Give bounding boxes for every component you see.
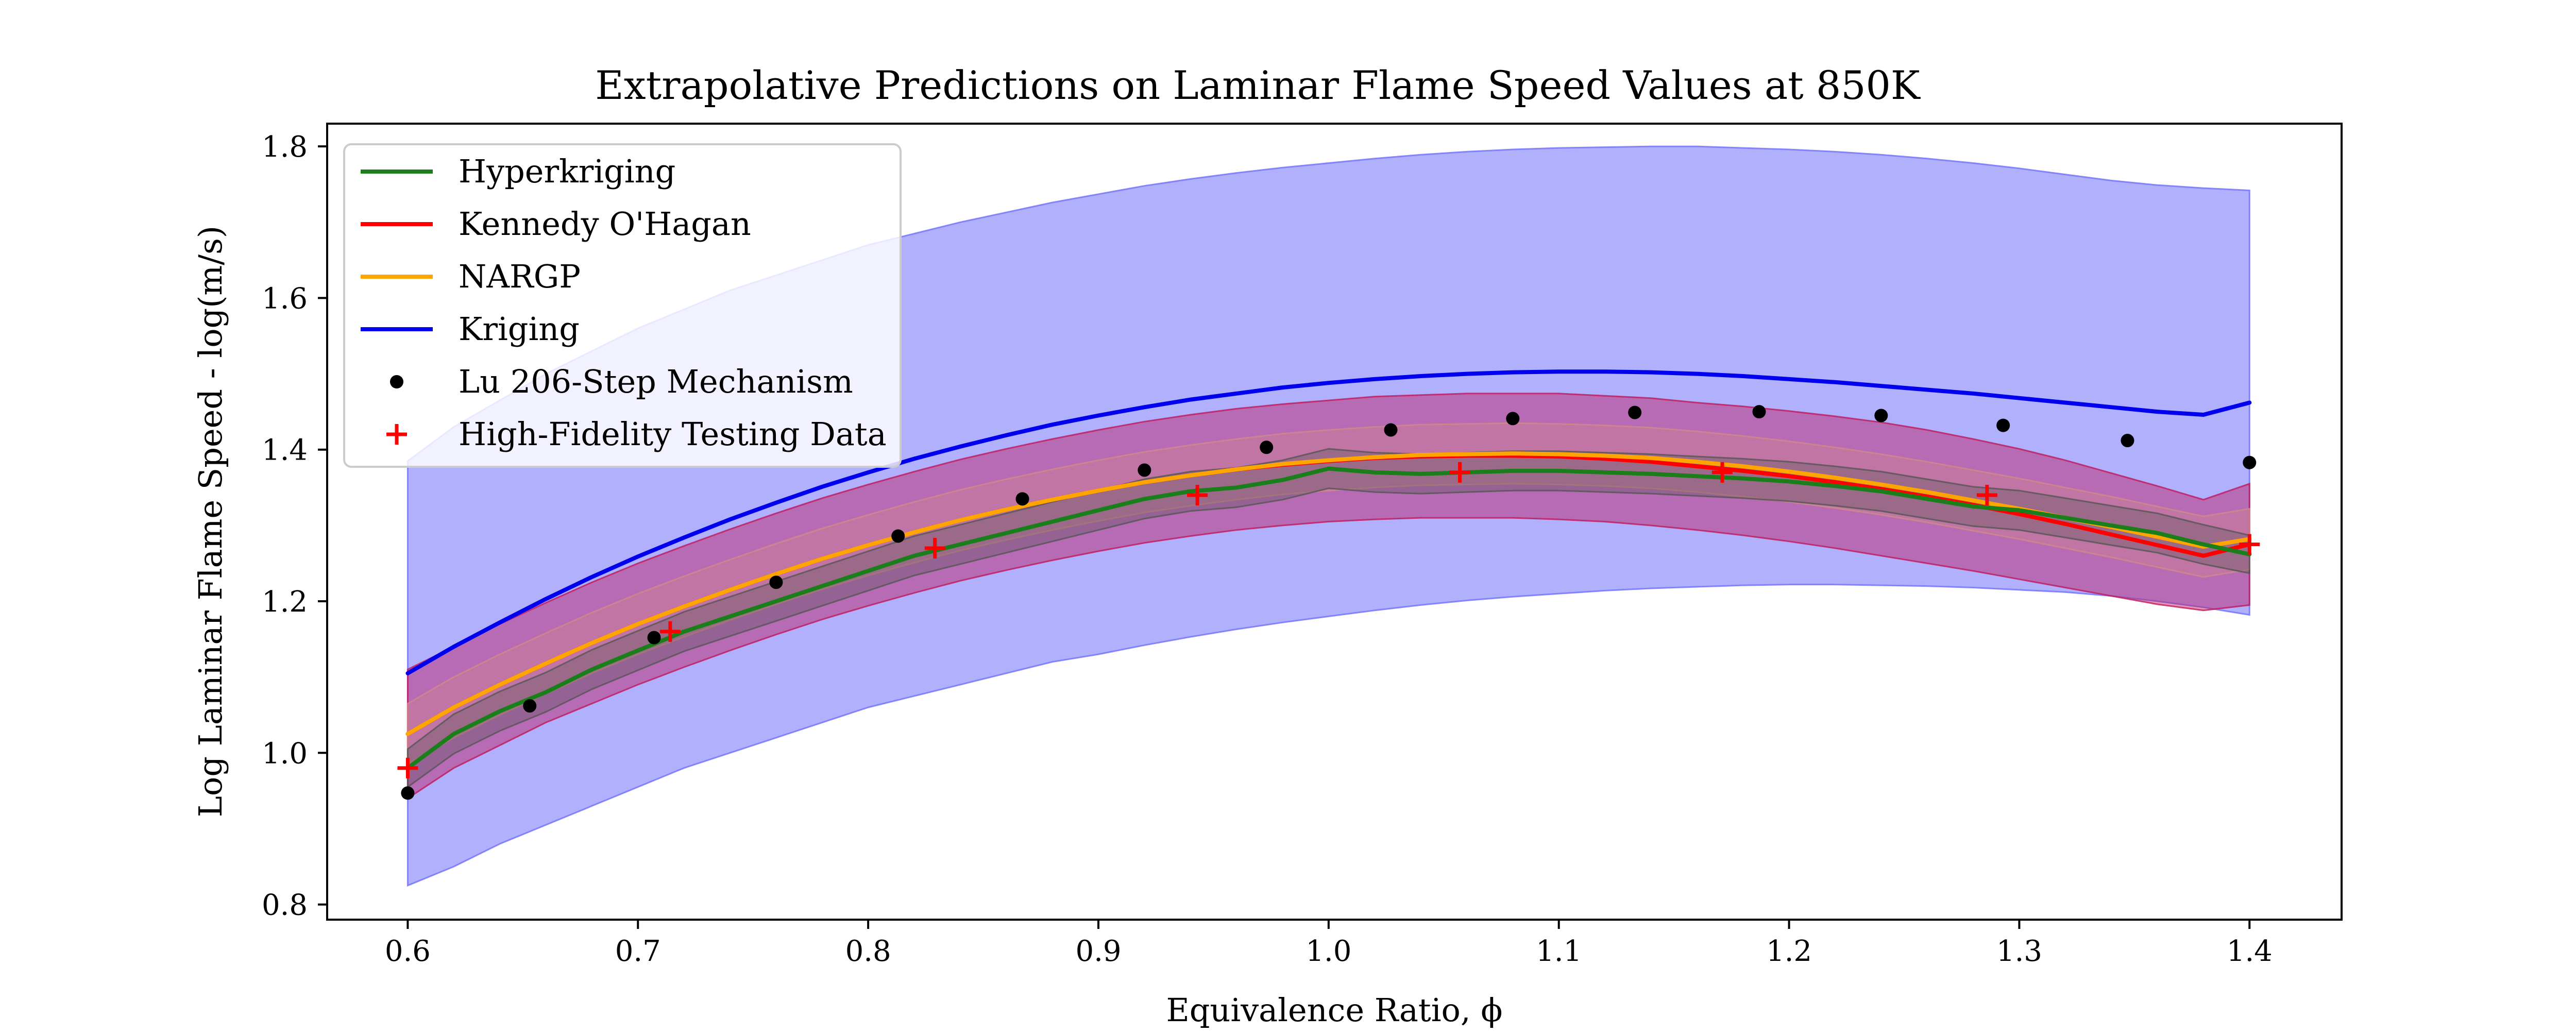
x-axis-ticks: 0.6 0.7 0.8 0.9 1.0 1.1 1.2 1.3 1.4	[385, 920, 2273, 968]
point-lu-206-step-mechanism	[1015, 492, 1029, 506]
legend: Hyperkriging Kennedy O'Hagan NARGP Kriging L…	[343, 143, 902, 468]
legend-label: Hyperkriging	[459, 153, 675, 190]
marker-high-fidelity-testing-data	[924, 538, 945, 558]
legend-item-kennedy-o-hagan: Kennedy O'Hagan	[361, 205, 751, 243]
x-tick-label: 1.4	[2227, 935, 2273, 968]
chart-title: Extrapolative Predictions on Laminar Fla…	[595, 62, 1921, 108]
data-markers	[397, 405, 2260, 800]
legend-label: Kriging	[459, 310, 580, 348]
plot-frame	[326, 123, 2343, 921]
point-lu-206-step-mechanism	[891, 529, 905, 543]
y-tick-label: 1.6	[262, 282, 308, 315]
x-tick-label: 0.9	[1075, 935, 1121, 968]
line-hyperkriging	[405, 466, 2252, 770]
y-axis-ticks: 0.8 1.0 1.2 1.4 1.6 1.8	[262, 130, 327, 922]
y-axis-label: Log Laminar Flame Speed - log(m/s)	[192, 226, 229, 817]
x-axis-label: Equivalence Ratio, ϕ	[1166, 991, 1502, 1029]
point-lu-206-step-mechanism	[2243, 455, 2257, 469]
marker-high-fidelity-testing-data	[1449, 462, 1470, 483]
marker-high-fidelity-testing-data	[1976, 485, 1997, 505]
x-tick-label: 1.3	[1996, 935, 2042, 968]
marker-high-fidelity-testing-data	[659, 621, 681, 642]
x-tick-label: 0.7	[615, 935, 661, 968]
x-tick-label: 0.8	[845, 935, 891, 968]
legend-item-nargp: NARGP	[361, 258, 581, 295]
x-tick-label: 0.6	[385, 935, 431, 968]
legend-key-dot	[390, 375, 403, 388]
point-lu-206-step-mechanism	[523, 699, 537, 713]
legend-key-plus	[386, 424, 407, 445]
point-lu-206-step-mechanism	[1260, 441, 1274, 454]
y-tick-label: 1.2	[262, 585, 308, 619]
legend-item-kriging: Kriging	[361, 310, 580, 348]
x-tick-label: 1.0	[1306, 935, 1351, 968]
point-lu-206-step-mechanism	[1628, 405, 1642, 419]
legend-item-high-fidelity-testing-data: High-Fidelity Testing Data	[386, 415, 887, 453]
legend-item-hyperkriging: Hyperkriging	[361, 153, 675, 190]
legend-frame	[343, 143, 902, 468]
x-tick-label: 1.1	[1536, 935, 1582, 968]
legend-label: Lu 206-Step Mechanism	[459, 363, 853, 400]
legend-item-lu-206-step-mechanism: Lu 206-Step Mechanism	[390, 363, 853, 400]
legend-label: Kennedy O'Hagan	[459, 205, 751, 243]
series-lines	[405, 369, 2252, 770]
band-hyperkriging	[406, 448, 2250, 789]
point-lu-206-step-mechanism	[647, 631, 661, 645]
point-lu-206-step-mechanism	[769, 575, 783, 589]
y-tick-label: 1.0	[262, 737, 308, 770]
point-lu-206-step-mechanism	[2121, 434, 2134, 448]
point-lu-206-step-mechanism	[1506, 412, 1520, 426]
point-lu-206-step-mechanism	[401, 786, 415, 800]
x-tick-label: 1.2	[1766, 935, 1812, 968]
marker-high-fidelity-testing-data	[1187, 485, 1208, 505]
band-kennedy-o-hagan	[406, 393, 2250, 800]
y-tick-label: 0.8	[262, 889, 308, 922]
line-nargp	[405, 451, 2252, 736]
marker-high-fidelity-testing-data	[1711, 462, 1733, 483]
y-tick-label: 1.8	[262, 130, 308, 164]
legend-label: NARGP	[459, 258, 581, 295]
point-lu-206-step-mechanism	[1752, 405, 1766, 419]
point-lu-206-step-mechanism	[1384, 423, 1398, 437]
point-lu-206-step-mechanism	[1138, 463, 1151, 477]
line-kriging	[405, 369, 2252, 675]
point-lu-206-step-mechanism	[1996, 418, 2010, 432]
legend-label: High-Fidelity Testing Data	[459, 415, 887, 453]
y-tick-label: 1.4	[262, 434, 308, 467]
point-lu-206-step-mechanism	[1874, 409, 1888, 422]
marker-high-fidelity-testing-data	[397, 757, 418, 778]
marker-high-fidelity-testing-data	[2239, 534, 2260, 555]
